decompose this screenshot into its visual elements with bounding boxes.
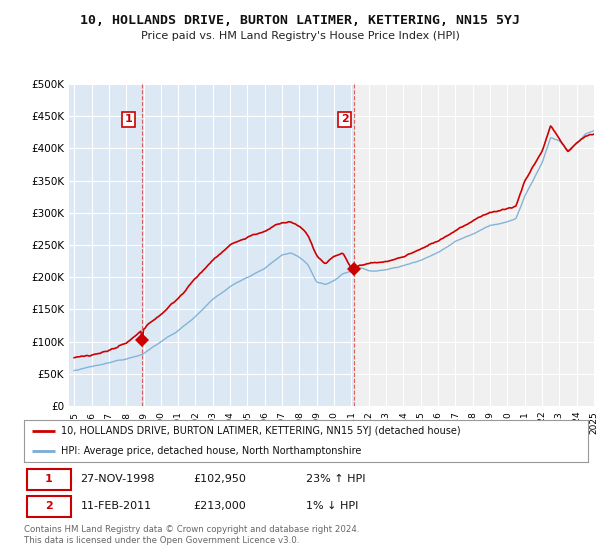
Text: 10, HOLLANDS DRIVE, BURTON LATIMER, KETTERING, NN15 5YJ (detached house): 10, HOLLANDS DRIVE, BURTON LATIMER, KETT…	[61, 426, 460, 436]
Text: 1: 1	[45, 474, 53, 484]
Text: 23% ↑ HPI: 23% ↑ HPI	[306, 474, 365, 484]
Text: HPI: Average price, detached house, North Northamptonshire: HPI: Average price, detached house, Nort…	[61, 446, 361, 456]
Text: 11-FEB-2011: 11-FEB-2011	[80, 501, 152, 511]
Text: 10, HOLLANDS DRIVE, BURTON LATIMER, KETTERING, NN15 5YJ: 10, HOLLANDS DRIVE, BURTON LATIMER, KETT…	[80, 14, 520, 27]
Text: Price paid vs. HM Land Registry's House Price Index (HPI): Price paid vs. HM Land Registry's House …	[140, 31, 460, 41]
FancyBboxPatch shape	[27, 496, 71, 517]
Bar	[353, 84, 600, 406]
Text: 27-NOV-1998: 27-NOV-1998	[80, 474, 155, 484]
Text: 1: 1	[124, 114, 132, 124]
Text: 2: 2	[45, 501, 53, 511]
Text: Contains HM Land Registry data © Crown copyright and database right 2024.
This d: Contains HM Land Registry data © Crown c…	[24, 525, 359, 545]
Text: 2: 2	[341, 114, 349, 124]
Text: £102,950: £102,950	[193, 474, 246, 484]
FancyBboxPatch shape	[27, 469, 71, 490]
Text: £213,000: £213,000	[193, 501, 246, 511]
Text: 1% ↓ HPI: 1% ↓ HPI	[306, 501, 358, 511]
